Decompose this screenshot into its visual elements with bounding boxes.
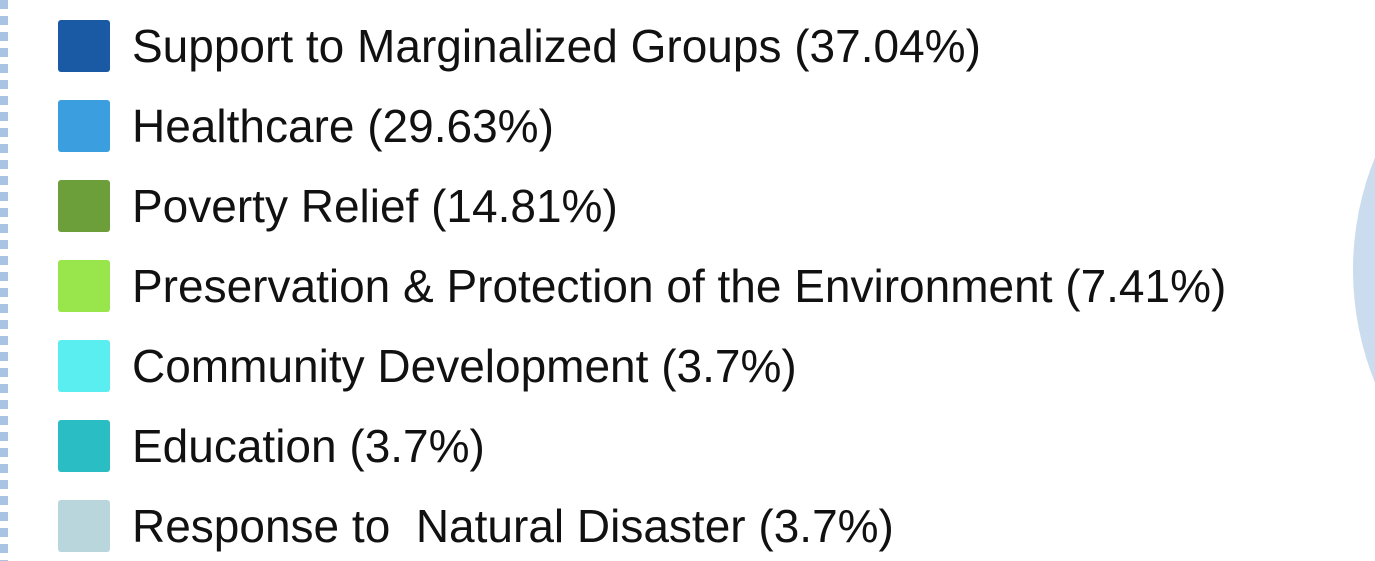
legend-label: Education (3.7%): [132, 420, 485, 472]
legend-swatch: [58, 340, 110, 392]
legend-item: Healthcare (29.63%): [58, 100, 554, 152]
legend-swatch: [58, 20, 110, 72]
legend-item: Community Development (3.7%): [58, 340, 797, 392]
legend-swatch: [58, 500, 110, 552]
legend-swatch: [58, 420, 110, 472]
legend-item: Response to Natural Disaster (3.7%): [58, 500, 894, 552]
legend-label: Poverty Relief (14.81%): [132, 180, 618, 232]
legend-label: Healthcare (29.63%): [132, 100, 554, 152]
legend-item: Poverty Relief (14.81%): [58, 180, 618, 232]
legend-item: Preservation & Protection of the Environ…: [58, 260, 1226, 312]
legend-label: Community Development (3.7%): [132, 340, 797, 392]
legend-label: Support to Marginalized Groups (37.04%): [132, 20, 981, 72]
legend-label: Preservation & Protection of the Environ…: [132, 260, 1227, 312]
pie-edge: [1353, 0, 1375, 561]
legend-swatch: [58, 260, 110, 312]
legend-label: Response to Natural Disaster (3.7%): [132, 500, 894, 552]
legend-item: Education (3.7%): [58, 420, 485, 472]
legend-swatch: [58, 180, 110, 232]
legend-item: Support to Marginalized Groups (37.04%): [58, 20, 981, 72]
dashed-border: [0, 0, 8, 561]
legend-swatch: [58, 100, 110, 152]
